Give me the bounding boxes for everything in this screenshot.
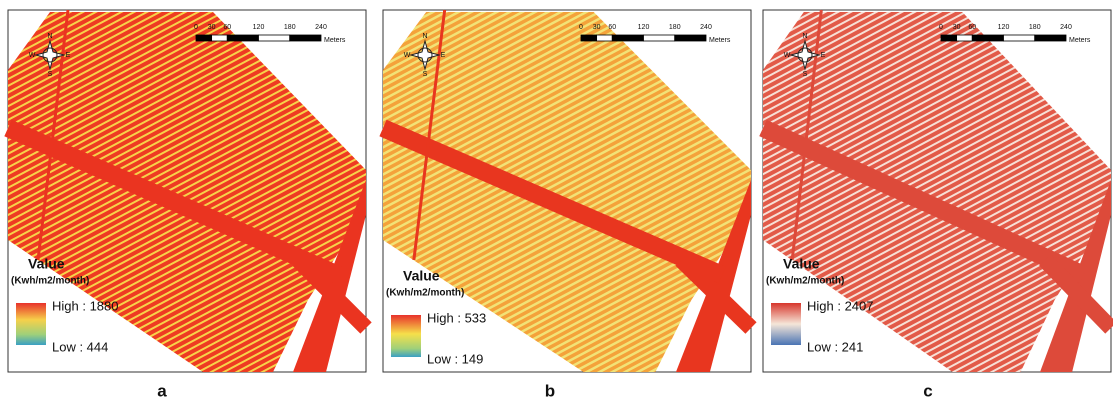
scale-segment [941,35,957,41]
map-panel: N S E W 0 30 60 120 180 240 Meters Value (Kwh/m2/mon… [383,10,751,372]
legend-unit: (Kwh/m2/month) [11,276,89,287]
panel-label: c [923,381,932,400]
scale-tick-label: 120 [253,24,265,31]
scale-tick-label: 0 [939,24,943,31]
scale-tick-label: 30 [953,24,961,31]
scale-segment [581,35,597,41]
scale-tick-label: 60 [968,24,976,31]
legend-title: Value [783,256,820,272]
scale-tick-label: 180 [669,24,681,31]
scale-tick-label: 30 [593,24,601,31]
scale-segment [259,35,290,41]
scale-segment [957,35,973,41]
scale-segment [290,35,321,41]
scale-unit: Meters [709,37,731,44]
legend-low: Low : 444 [52,339,108,354]
legend-high: High : 1880 [52,298,119,313]
scale-tick-label: 120 [998,24,1010,31]
compass-label: W [29,52,36,59]
scale-tick-label: 0 [194,24,198,31]
scale-segment [612,35,643,41]
compass-label: W [784,52,791,59]
legend-ramp [16,303,46,345]
map-panel: N S E W 0 30 60 120 180 240 Meters Value (Kwh/m2/mon… [763,10,1111,372]
compass-label: S [423,71,428,78]
legend-low: Low : 149 [427,351,483,366]
legend-unit: (Kwh/m2/month) [386,288,464,299]
compass-label: E [821,52,826,59]
legend-high: High : 533 [427,310,486,325]
scale-segment [212,35,228,41]
scale-segment [196,35,212,41]
compass-label: N [422,33,427,40]
legend-ramp [771,303,801,345]
legend-unit: (Kwh/m2/month) [766,276,844,287]
legend-low: Low : 241 [807,339,863,354]
compass-label: E [66,52,71,59]
scale-segment [1035,35,1066,41]
scale-tick-label: 240 [315,24,327,31]
scale-segment [675,35,706,41]
scale-segment [644,35,675,41]
compass-label: W [404,52,411,59]
figure: N S E W 0 30 60 120 180 240 Meters Value (Kwh/m2/mon… [0,0,1113,404]
scale-tick-label: 180 [284,24,296,31]
scale-unit: Meters [324,37,346,44]
legend-title: Value [28,256,65,272]
scale-tick-label: 60 [223,24,231,31]
scale-segment [1004,35,1035,41]
panel-label: a [157,381,167,400]
compass-label: N [802,33,807,40]
scale-tick-label: 240 [1060,24,1072,31]
scale-tick-label: 120 [638,24,650,31]
scale-segment [972,35,1003,41]
legend-high: High : 2407 [807,298,874,313]
scale-tick-label: 0 [579,24,583,31]
scale-tick-label: 180 [1029,24,1041,31]
legend-ramp [391,315,421,357]
scale-unit: Meters [1069,37,1091,44]
scale-tick-label: 240 [700,24,712,31]
scale-segment [227,35,258,41]
compass-label: S [803,71,808,78]
scale-tick-label: 60 [608,24,616,31]
legend-title: Value [403,268,440,284]
compass-label: S [48,71,53,78]
panel-label: b [545,381,555,400]
compass-label: E [441,52,446,59]
scale-segment [597,35,613,41]
compass-label: N [47,33,52,40]
scale-tick-label: 30 [208,24,216,31]
map-panel: N S E W 0 30 60 120 180 240 Meters Value (Kwh/m2/mon… [8,10,366,372]
